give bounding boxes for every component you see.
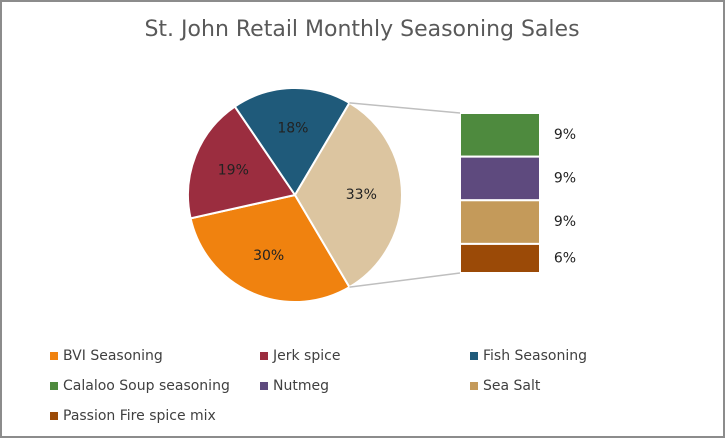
bar-segment bbox=[459, 199, 541, 245]
bar-segment bbox=[459, 242, 541, 274]
chart-title: St. John Retail Monthly Seasoning Sales bbox=[144, 17, 579, 42]
legend-label: Sea Salt bbox=[483, 378, 541, 394]
legend-swatch bbox=[50, 352, 58, 360]
pie-slice bbox=[187, 105, 297, 220]
data-label: 18% bbox=[277, 121, 308, 137]
legend-swatch bbox=[470, 352, 478, 360]
connector-line bbox=[349, 272, 461, 288]
legend-swatch bbox=[470, 382, 478, 390]
legend-label: Nutmeg bbox=[273, 378, 329, 394]
legend-label: Jerk spice bbox=[272, 348, 340, 364]
legend-label: Calaloo Soup seasoning bbox=[63, 378, 230, 394]
pie-slice bbox=[233, 87, 351, 197]
data-label: 6% bbox=[554, 250, 576, 266]
pie-slice bbox=[293, 101, 403, 289]
data-label: 9% bbox=[554, 170, 576, 186]
data-label: 9% bbox=[554, 214, 576, 230]
bar-segment bbox=[459, 112, 541, 158]
data-label: 33% bbox=[346, 187, 377, 203]
legend-swatch bbox=[260, 352, 268, 360]
connector-line bbox=[349, 102, 461, 114]
data-label: 19% bbox=[218, 163, 249, 179]
legend-label: Fish Seasoning bbox=[483, 348, 587, 364]
data-label: 9% bbox=[554, 127, 576, 143]
legend-swatch bbox=[50, 412, 58, 420]
legend-label: Passion Fire spice mix bbox=[63, 408, 216, 424]
data-label: 30% bbox=[253, 248, 284, 264]
legend-label: BVI Seasoning bbox=[63, 348, 163, 364]
legend-swatch bbox=[50, 382, 58, 390]
bar-segment bbox=[459, 155, 541, 202]
legend-swatch bbox=[260, 382, 268, 390]
